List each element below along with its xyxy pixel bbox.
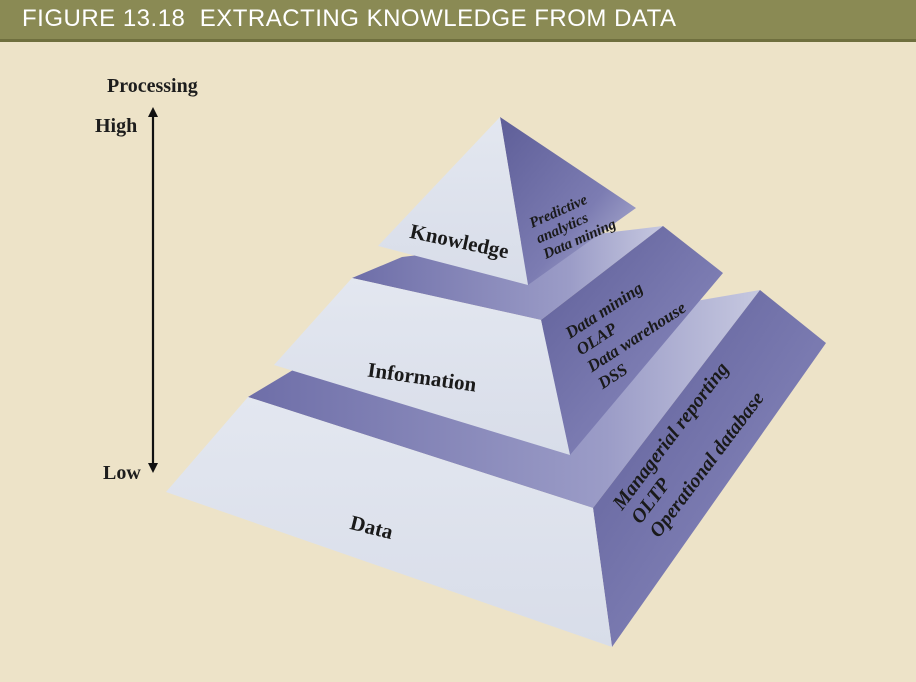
axis-label: Processing bbox=[107, 75, 198, 97]
tier-information-front bbox=[274, 278, 570, 455]
axis-low-label: Low bbox=[103, 462, 141, 484]
processing-axis: Processing High Low bbox=[95, 75, 198, 484]
tier-information-side bbox=[541, 226, 723, 455]
tier-knowledge-side bbox=[500, 117, 636, 285]
figure-title-bar: FIGURE 13.18 EXTRACTING KNOWLEDGE FROM D… bbox=[0, 0, 916, 42]
tier-knowledge bbox=[378, 117, 636, 285]
tier-knowledge-front bbox=[378, 117, 528, 285]
tier-data-side bbox=[593, 290, 826, 647]
figure-title: FIGURE 13.18 EXTRACTING KNOWLEDGE FROM D… bbox=[22, 5, 677, 32]
axis-high-label: High bbox=[95, 115, 137, 137]
tier-data-front bbox=[166, 397, 612, 647]
